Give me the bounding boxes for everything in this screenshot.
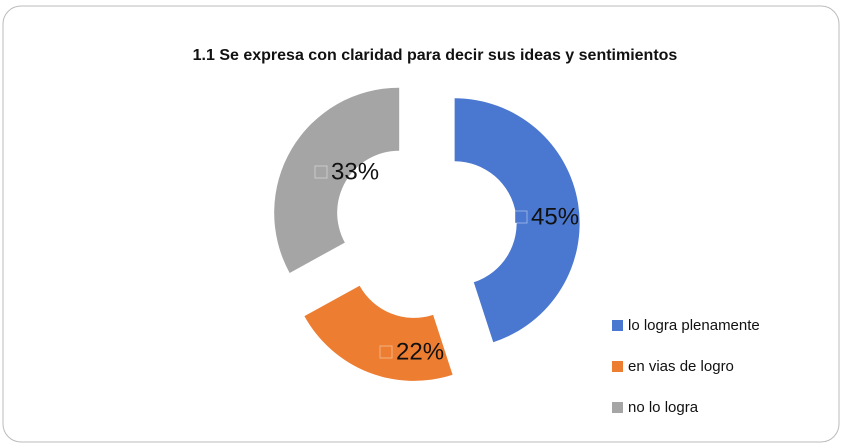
- donut-segment: [304, 285, 453, 381]
- legend-label: lo logra plenamente: [628, 317, 760, 334]
- chart-title: 1.1 Se expresa con claridad para decir s…: [193, 47, 678, 64]
- legend-swatch: [612, 320, 623, 331]
- label-marker: [314, 165, 328, 179]
- donut-segment: [274, 87, 400, 273]
- data-label: 45%: [531, 203, 579, 230]
- label-marker: [379, 345, 393, 359]
- label-marker: [514, 210, 528, 224]
- legend-label: en vias de logro: [628, 358, 734, 375]
- legend-label: no lo logra: [628, 399, 699, 416]
- chart-frame: [2, 5, 840, 443]
- data-label: 22%: [396, 338, 444, 365]
- legend-swatch: [612, 402, 623, 413]
- legend-swatch: [612, 361, 623, 372]
- data-label: 33%: [331, 158, 379, 185]
